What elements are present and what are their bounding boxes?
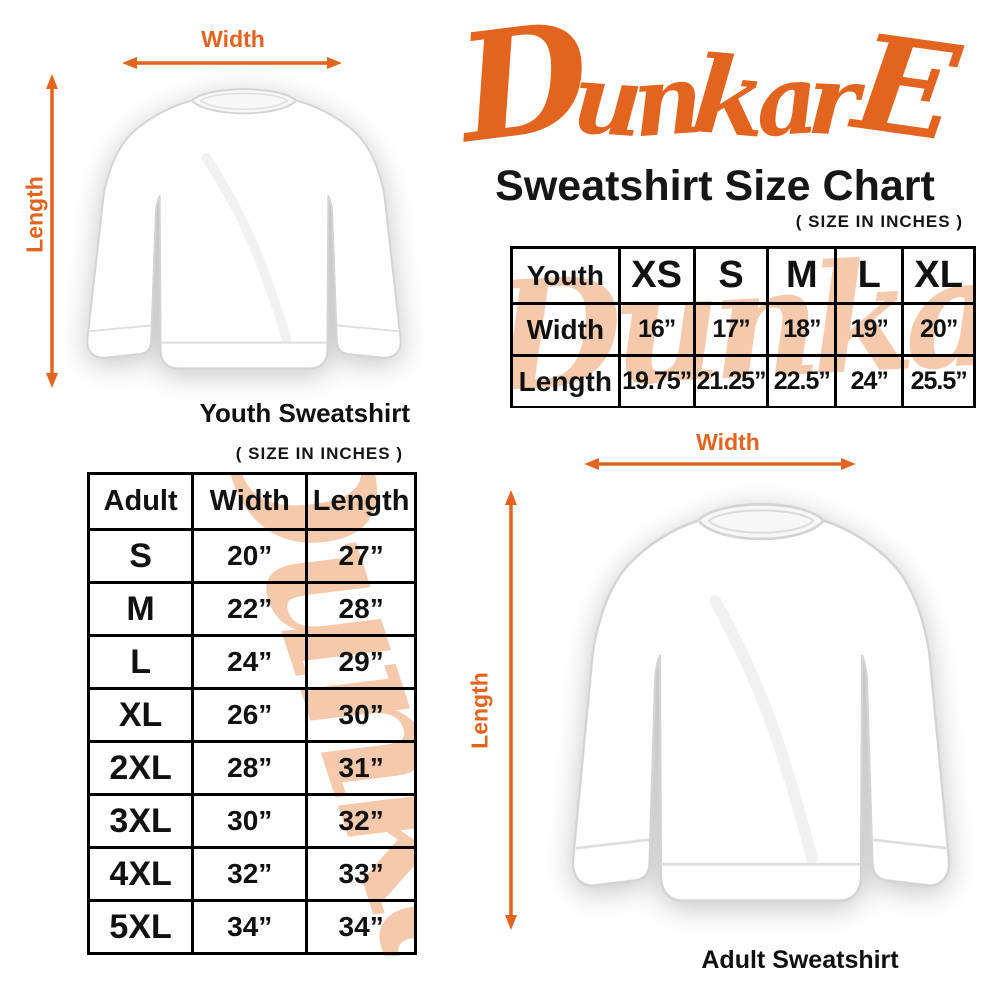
table-cell: 19” xyxy=(834,302,905,357)
table-cell: 3XL xyxy=(87,793,195,849)
logo-letter: E xyxy=(845,4,967,173)
table-cell: 2XL xyxy=(87,740,195,796)
adult-width-label: Width xyxy=(696,429,760,455)
table-cell: 34” xyxy=(191,899,309,955)
table-cell: 26” xyxy=(191,687,309,743)
table-cell: 18” xyxy=(766,302,838,357)
table-cell: 24” xyxy=(191,634,309,690)
table-cell: Length xyxy=(510,354,621,408)
table-cell: Length xyxy=(305,472,417,531)
adult-width-arrow xyxy=(584,458,856,470)
table-cell: 33” xyxy=(305,846,417,902)
table-row: 5XL 34” 34” xyxy=(87,899,417,955)
adult-sweatshirt-image xyxy=(571,503,951,903)
table-cell: XS xyxy=(617,246,696,305)
table-cell: 17” xyxy=(692,302,770,357)
units-note-adult: ( SIZE IN INCHES ) xyxy=(235,444,403,463)
youth-table-wrap: Dunkare Youth XS S M L XL Width 16” 17” 18” 19” 20”… xyxy=(510,246,976,408)
table-cell: 19.75” xyxy=(617,354,696,408)
table-cell: 27” xyxy=(305,528,417,584)
table-row: XL 26” 30” xyxy=(87,687,417,743)
table-row: S 20” 27” xyxy=(87,528,417,584)
youth-size-table: Youth XS S M L XL Width 16” 17” 18” 19” 20” Length 19… xyxy=(510,246,976,408)
adult-length-arrow xyxy=(505,490,517,930)
units-note-youth: ( SIZE IN INCHES ) xyxy=(795,212,963,231)
table-cell: M xyxy=(766,246,838,305)
table-row: Width 16” 17” 18” 19” 20” xyxy=(510,302,976,357)
table-cell: 28” xyxy=(305,581,417,637)
table-cell: 4XL xyxy=(87,846,195,902)
table-cell: M xyxy=(87,581,195,637)
table-row: L 24” 29” xyxy=(87,634,417,690)
table-cell: XL xyxy=(87,687,195,743)
table-row: 4XL 32” 33” xyxy=(87,846,417,902)
youth-figure-caption: Youth Sweatshirt xyxy=(199,398,410,428)
table-cell: 5XL xyxy=(87,899,195,955)
table-row: Adult Width Length xyxy=(87,472,417,531)
adult-length-label: Length xyxy=(466,672,493,749)
table-cell: L xyxy=(87,634,195,690)
table-cell: 30” xyxy=(305,687,417,743)
table-row: Youth XS S M L XL xyxy=(510,246,976,305)
table-cell: Width xyxy=(191,472,309,531)
table-cell: XL xyxy=(901,246,976,305)
table-cell: S xyxy=(692,246,770,305)
table-cell: 22.5” xyxy=(766,354,838,408)
table-row: 3XL 30” 32” xyxy=(87,793,417,849)
table-cell: 20” xyxy=(901,302,976,357)
table-cell: 29” xyxy=(305,634,417,690)
table-cell: 21.25” xyxy=(692,354,770,408)
page-title: Sweatshirt Size Chart xyxy=(495,162,935,210)
table-cell: 24” xyxy=(834,354,905,408)
table-row: M 22” 28” xyxy=(87,581,417,637)
adult-size-table: Adult Width Length S 20” 27” M 22” 28” L 24” 29” XL 2… xyxy=(87,472,417,955)
table-cell: L xyxy=(834,246,905,305)
youth-width-arrow xyxy=(122,57,342,69)
table-cell: 20” xyxy=(191,528,309,584)
table-cell: Adult xyxy=(87,472,195,531)
table-cell: 16” xyxy=(617,302,696,357)
adult-figure-caption: Adult Sweatshirt xyxy=(701,946,899,974)
table-cell: 22” xyxy=(191,581,309,637)
table-cell: Youth xyxy=(510,246,621,305)
table-row: 2XL 28” 31” xyxy=(87,740,417,796)
table-cell: 30” xyxy=(191,793,309,849)
adult-table-wrap: Dunkare Adult Width Length S 20” 27” M 22” 28” L 2… xyxy=(87,472,417,956)
table-cell: 31” xyxy=(305,740,417,796)
table-cell: Width xyxy=(510,302,621,357)
youth-sweatshirt-image xyxy=(86,88,402,370)
table-cell: 34” xyxy=(305,899,417,955)
table-cell: 32” xyxy=(305,793,417,849)
table-row: Length 19.75” 21.25” 22.5” 24” 25.5” xyxy=(510,354,976,408)
table-cell: 28” xyxy=(191,740,309,796)
youth-width-label: Width xyxy=(201,26,265,52)
table-cell: S xyxy=(87,528,195,584)
table-cell: 25.5” xyxy=(901,354,976,408)
youth-length-label: Length xyxy=(21,176,48,253)
table-cell: 32” xyxy=(191,846,309,902)
youth-length-arrow xyxy=(46,74,58,388)
